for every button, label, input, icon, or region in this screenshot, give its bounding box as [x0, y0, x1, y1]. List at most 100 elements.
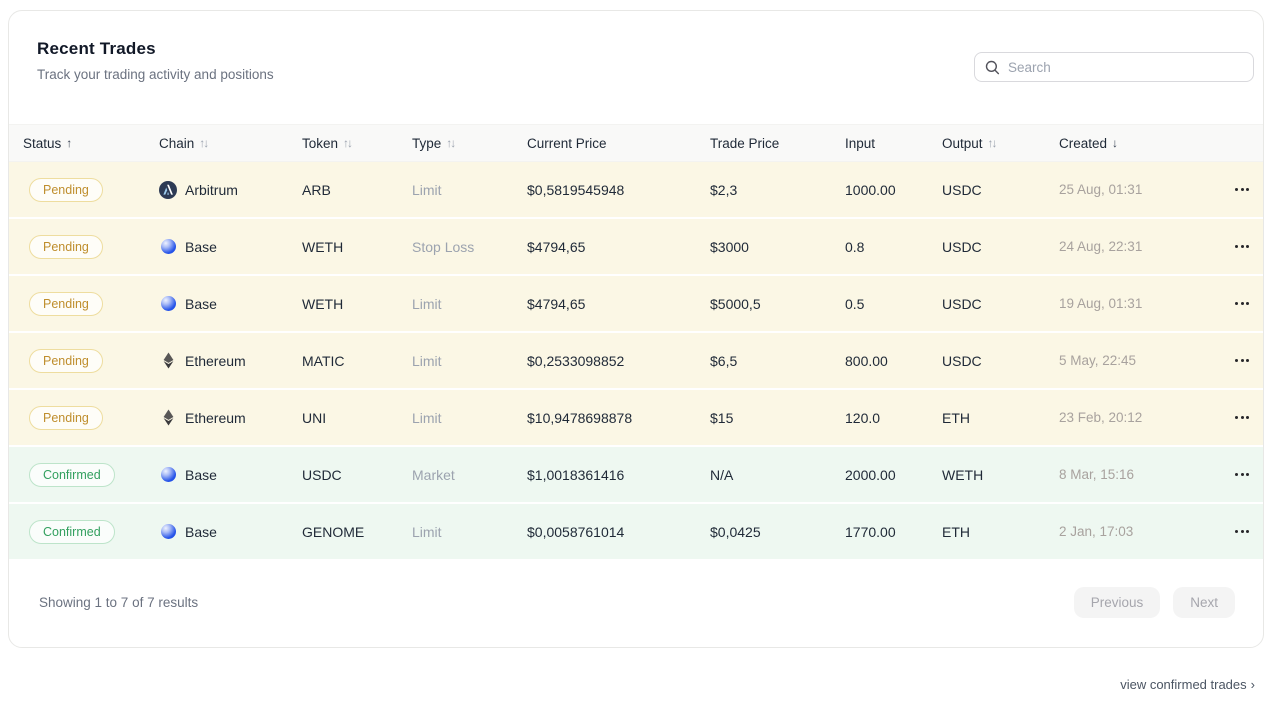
cell-created: 5 May, 22:45 [1059, 353, 1137, 368]
arbitrum-icon [159, 180, 177, 199]
view-confirmed-trades-link[interactable]: view confirmed trades › [1120, 677, 1255, 692]
row-actions-button[interactable] [1229, 524, 1255, 539]
cell-created: 8 Mar, 15:16 [1059, 467, 1135, 482]
column-label: Chain [159, 135, 195, 151]
column-label: Current Price [527, 135, 607, 151]
column-header-status[interactable]: Status ↑ [15, 136, 151, 151]
cell-created: 19 Aug, 01:31 [1059, 296, 1143, 311]
cell-status: Confirmed [15, 462, 151, 487]
cell-trade_price: $6,5 [710, 352, 738, 369]
table-row: Pending Ethereum MATIC Limit $0,2533098852 $6… [9, 333, 1263, 388]
sort-desc-icon: ↓ [1112, 136, 1119, 150]
search-input[interactable] [1008, 59, 1243, 75]
cell-type: Limit [412, 352, 442, 369]
cell-actions [1213, 296, 1263, 311]
cell-input: 2000.00 [845, 466, 896, 483]
cell-token: GENOME [302, 523, 365, 540]
column-label: Token [302, 135, 339, 151]
search-box[interactable] [974, 52, 1254, 82]
view-confirmed-trades-label: view confirmed trades [1120, 677, 1247, 692]
status-badge: Pending [29, 348, 103, 373]
cell-status: Pending [15, 177, 151, 202]
cell-input: 1000.00 [845, 181, 896, 198]
results-count: Showing 1 to 7 of 7 results [39, 594, 199, 610]
cell-chain: Base [151, 523, 294, 541]
cell-type: Limit [412, 523, 442, 540]
next-button[interactable]: Next [1173, 586, 1235, 618]
cell-token: UNI [302, 409, 327, 426]
column-label: Created [1059, 135, 1108, 151]
table-body: Pending Arbitrum ARB Limit $0,5819545948 $2,3… [9, 162, 1263, 559]
cell-trade_price: $5000,5 [710, 295, 761, 312]
table-row: Confirmed Base GENOME Limit $0,0058761014 $0,… [9, 504, 1263, 559]
column-header-type[interactable]: Type ↑↓ [404, 136, 519, 151]
cell-actions [1213, 182, 1263, 197]
cell-token: WETH [302, 295, 344, 312]
column-header-output[interactable]: Output ↑↓ [934, 136, 1051, 151]
row-actions-button[interactable] [1229, 410, 1255, 425]
cell-current_price: $1,0018361416 [527, 466, 625, 483]
row-actions-button[interactable] [1229, 182, 1255, 197]
cell-input: 120.0 [845, 409, 881, 426]
cell-created: 24 Aug, 22:31 [1059, 239, 1143, 254]
column-header-token[interactable]: Token ↑↓ [294, 136, 404, 151]
table-row: Confirmed Base USDC Market $1,0018361416 N/A 2… [9, 447, 1263, 502]
column-label: Input [845, 135, 876, 151]
ethereum-icon [159, 352, 177, 370]
row-actions-button[interactable] [1229, 239, 1255, 254]
cell-created: 2 Jan, 17:03 [1059, 524, 1134, 539]
cell-current_price: $10,9478698878 [527, 409, 633, 426]
card-header: Recent Trades Track your trading activit… [9, 11, 1263, 124]
column-header-input: Input [837, 136, 934, 151]
cell-token: USDC [302, 466, 342, 483]
cell-chain: Ethereum [151, 352, 294, 370]
cell-created: 23 Feb, 20:12 [1059, 410, 1143, 425]
cell-actions [1213, 239, 1263, 254]
cell-current_price: $0,5819545948 [527, 181, 625, 198]
column-header-current_price: Current Price [519, 136, 702, 151]
cell-token: ARB [302, 181, 331, 198]
column-label: Status [23, 135, 62, 151]
cell-type: Limit [412, 295, 442, 312]
cell-chain: Base [151, 466, 294, 484]
cell-status: Pending [15, 234, 151, 259]
chain-name: Arbitrum [185, 181, 238, 198]
status-badge: Confirmed [29, 462, 115, 487]
row-actions-button[interactable] [1229, 296, 1255, 311]
sort-both-icon: ↑↓ [446, 136, 456, 150]
cell-output: WETH [942, 466, 984, 483]
cell-type: Limit [412, 181, 442, 198]
table-row: Pending Arbitrum ARB Limit $0,5819545948 $2,3… [9, 162, 1263, 217]
previous-button[interactable]: Previous [1073, 586, 1161, 618]
table-row: Pending Base WETH Limit $4794,65 $5000,5 0.5 US… [9, 276, 1263, 331]
sort-both-icon: ↑↓ [343, 136, 353, 150]
column-header-chain[interactable]: Chain ↑↓ [151, 136, 294, 151]
cell-type: Stop Loss [412, 238, 475, 255]
cell-actions [1213, 353, 1263, 368]
cell-output: USDC [942, 352, 982, 369]
row-actions-button[interactable] [1229, 467, 1255, 482]
cell-current_price: $4794,65 [527, 238, 586, 255]
cell-input: 1770.00 [845, 523, 896, 540]
chevron-right-icon: › [1250, 677, 1255, 692]
cell-input: 0.8 [845, 238, 865, 255]
chain-name: Base [185, 523, 217, 540]
cell-status: Pending [15, 405, 151, 430]
chain-name: Ethereum [185, 409, 246, 426]
base-icon [159, 295, 177, 313]
cell-output: ETH [942, 523, 970, 540]
page-subtitle: Track your trading activity and position… [37, 67, 274, 82]
row-actions-button[interactable] [1229, 353, 1255, 368]
chain-name: Base [185, 466, 217, 483]
cell-token: WETH [302, 238, 344, 255]
base-icon [159, 466, 177, 484]
cell-chain: Base [151, 295, 294, 313]
table-row: Pending Ethereum UNI Limit $10,9478698878 $15… [9, 390, 1263, 445]
cell-current_price: $0,2533098852 [527, 352, 625, 369]
ethereum-icon [159, 409, 177, 427]
column-header-created[interactable]: Created ↓ [1051, 136, 1213, 151]
cell-input: 800.00 [845, 352, 888, 369]
column-label: Trade Price [710, 135, 780, 151]
base-icon [159, 238, 177, 256]
cell-chain: Base [151, 238, 294, 256]
